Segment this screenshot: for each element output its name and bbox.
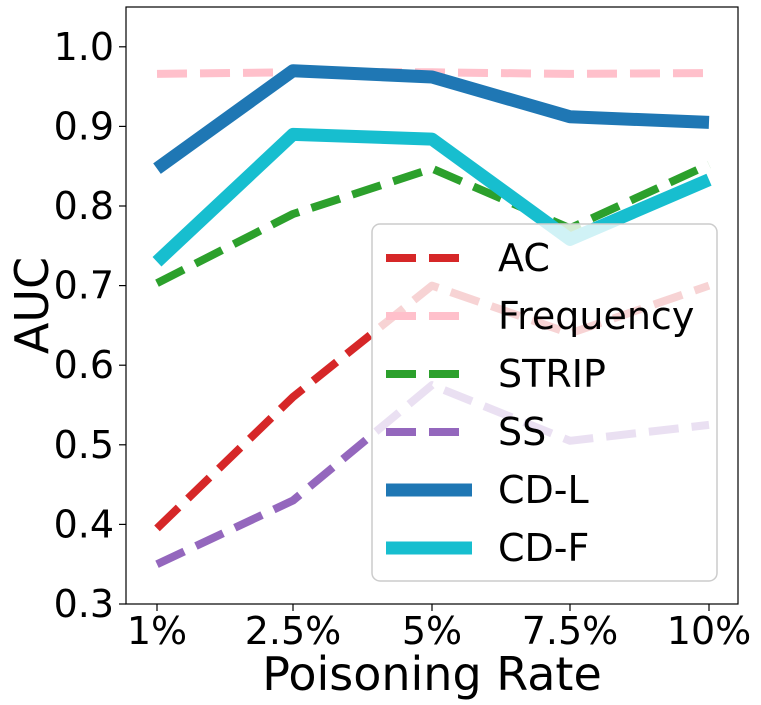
x-tick-label: 7.5% — [522, 609, 619, 653]
x-axis-label: Poisoning Rate — [262, 647, 602, 701]
y-axis-label: AUC — [5, 257, 59, 354]
y-tick-label: 0.9 — [54, 104, 114, 148]
series-line-strip — [155, 160, 711, 287]
y-tick-label: 0.3 — [54, 582, 114, 626]
legend: AC Frequency STRIP SS CD-L CD-F — [371, 223, 718, 582]
legend-label: Frequency — [498, 294, 694, 338]
series-line-cd-f — [152, 127, 712, 267]
y-tick-label: 0.6 — [54, 343, 114, 387]
ticks-layer: 0.3 0.4 0.5 0.6 0.7 0.8 0.9 1.0 1% 2.5% 5% 7.5% 10% — [54, 25, 752, 653]
y-tick-label: 0.5 — [54, 423, 114, 467]
y-tick-label: 0.7 — [54, 264, 114, 308]
legend-label: STRIP — [498, 352, 606, 396]
y-tick-label: 0.4 — [54, 502, 114, 546]
y-tick-label: 0.8 — [54, 184, 114, 228]
y-tick-label: 1.0 — [54, 25, 114, 69]
legend-label: AC — [498, 236, 550, 280]
legend-label: SS — [498, 410, 546, 454]
series-line-cd-l — [153, 64, 710, 174]
legend-label: CD-F — [498, 526, 589, 570]
legend-label: CD-L — [498, 468, 589, 512]
x-tick-label: 10% — [667, 609, 751, 653]
x-tick-label: 5% — [402, 609, 462, 653]
x-tick-label: 1% — [127, 609, 187, 653]
x-tick-label: 2.5% — [245, 609, 342, 653]
